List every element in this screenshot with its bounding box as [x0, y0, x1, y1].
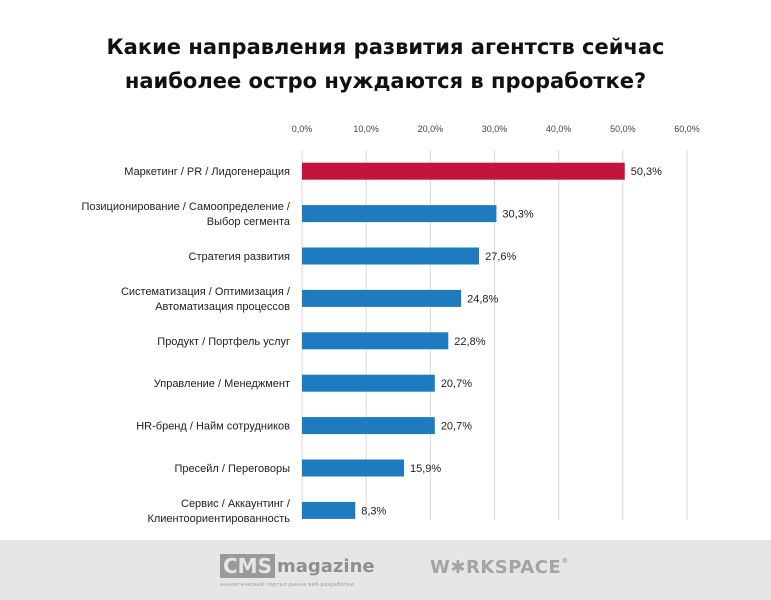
x-tick-label: 40,0% — [546, 124, 572, 134]
data-label: 27,6% — [485, 251, 516, 263]
cms-logo-magazine: magazine — [276, 556, 375, 577]
bar — [302, 501, 356, 519]
x-tick-label: 10,0% — [353, 124, 379, 134]
bar-chart: 0,0% 10,0% 20,0% 30,0% 40,0% 50,0% 60,0% 50,3%… — [81, 124, 700, 525]
cms-magazine-logo[interactable]: CMS magazine аналитический портал рынка в… — [220, 554, 375, 588]
footer: CMS magazine аналитический портал рынка в… — [0, 540, 771, 600]
bar — [302, 332, 449, 350]
category-label: Управление / Менеджмент — [154, 378, 290, 390]
star-icon: ✱ — [450, 557, 466, 578]
trademark-icon: ® — [561, 557, 569, 565]
bar — [302, 417, 435, 435]
data-label: 30,3% — [502, 209, 533, 221]
bar — [302, 247, 480, 265]
bars-layer: 50,3% Маркетинг / PR / Лидогенерация 30,3%… — [81, 162, 662, 525]
category-label: Маркетинг / PR / Лидогенерация — [124, 166, 290, 178]
chart-title-line-2: наиболее остро нуждаются в проработке? — [124, 69, 647, 93]
category-label: Выбор сегмента — [207, 216, 291, 228]
category-label: Автоматизация процессов — [155, 301, 290, 313]
category-label: Позиционирование / Самоопределение / — [81, 201, 290, 213]
bar — [302, 289, 462, 307]
data-label: 20,7% — [441, 421, 472, 433]
bar — [302, 162, 625, 180]
data-label: 20,7% — [441, 378, 472, 390]
x-tick-label: 30,0% — [482, 124, 508, 134]
category-label: Продукт / Портфель услуг — [157, 336, 290, 348]
chart-title-line-1: Какие направления развития агентств сейч… — [106, 35, 665, 59]
category-label: Клиентоориентированность — [147, 513, 290, 525]
x-tick-label: 0,0% — [292, 124, 313, 134]
x-axis-ticks: 0,0% 10,0% 20,0% 30,0% 40,0% 50,0% 60,0% — [292, 124, 700, 134]
x-tick-label: 20,0% — [418, 124, 444, 134]
cms-logo-tagline: аналитический портал рынка веб-разработк… — [220, 582, 354, 588]
category-label: Стратегия развития — [189, 251, 291, 263]
cms-logo-word: CMS — [220, 554, 275, 578]
category-label: Пресейл / Переговоры — [175, 463, 291, 475]
data-label: 50,3% — [631, 166, 662, 178]
bar — [302, 205, 497, 223]
data-label: 15,9% — [410, 463, 441, 475]
workspace-logo-rest: RKSPACE — [465, 557, 562, 578]
data-label: 22,8% — [454, 336, 485, 348]
category-label: HR-бренд / Найм сотрудников — [136, 421, 290, 433]
workspace-logo-w: W — [430, 557, 451, 578]
category-label: Систематизация / Оптимизация / — [121, 286, 291, 298]
data-label: 8,3% — [361, 505, 386, 517]
category-label: Сервис / Аккаунтинг / — [181, 498, 291, 510]
x-tick-label: 60,0% — [674, 124, 700, 134]
bar — [302, 459, 405, 477]
chart-title: Какие направления развития агентств сейч… — [0, 30, 771, 98]
bar — [302, 374, 435, 392]
data-label: 24,8% — [467, 293, 498, 305]
x-tick-label: 50,0% — [610, 124, 636, 134]
workspace-logo[interactable]: W✱RKSPACE® — [430, 557, 569, 578]
